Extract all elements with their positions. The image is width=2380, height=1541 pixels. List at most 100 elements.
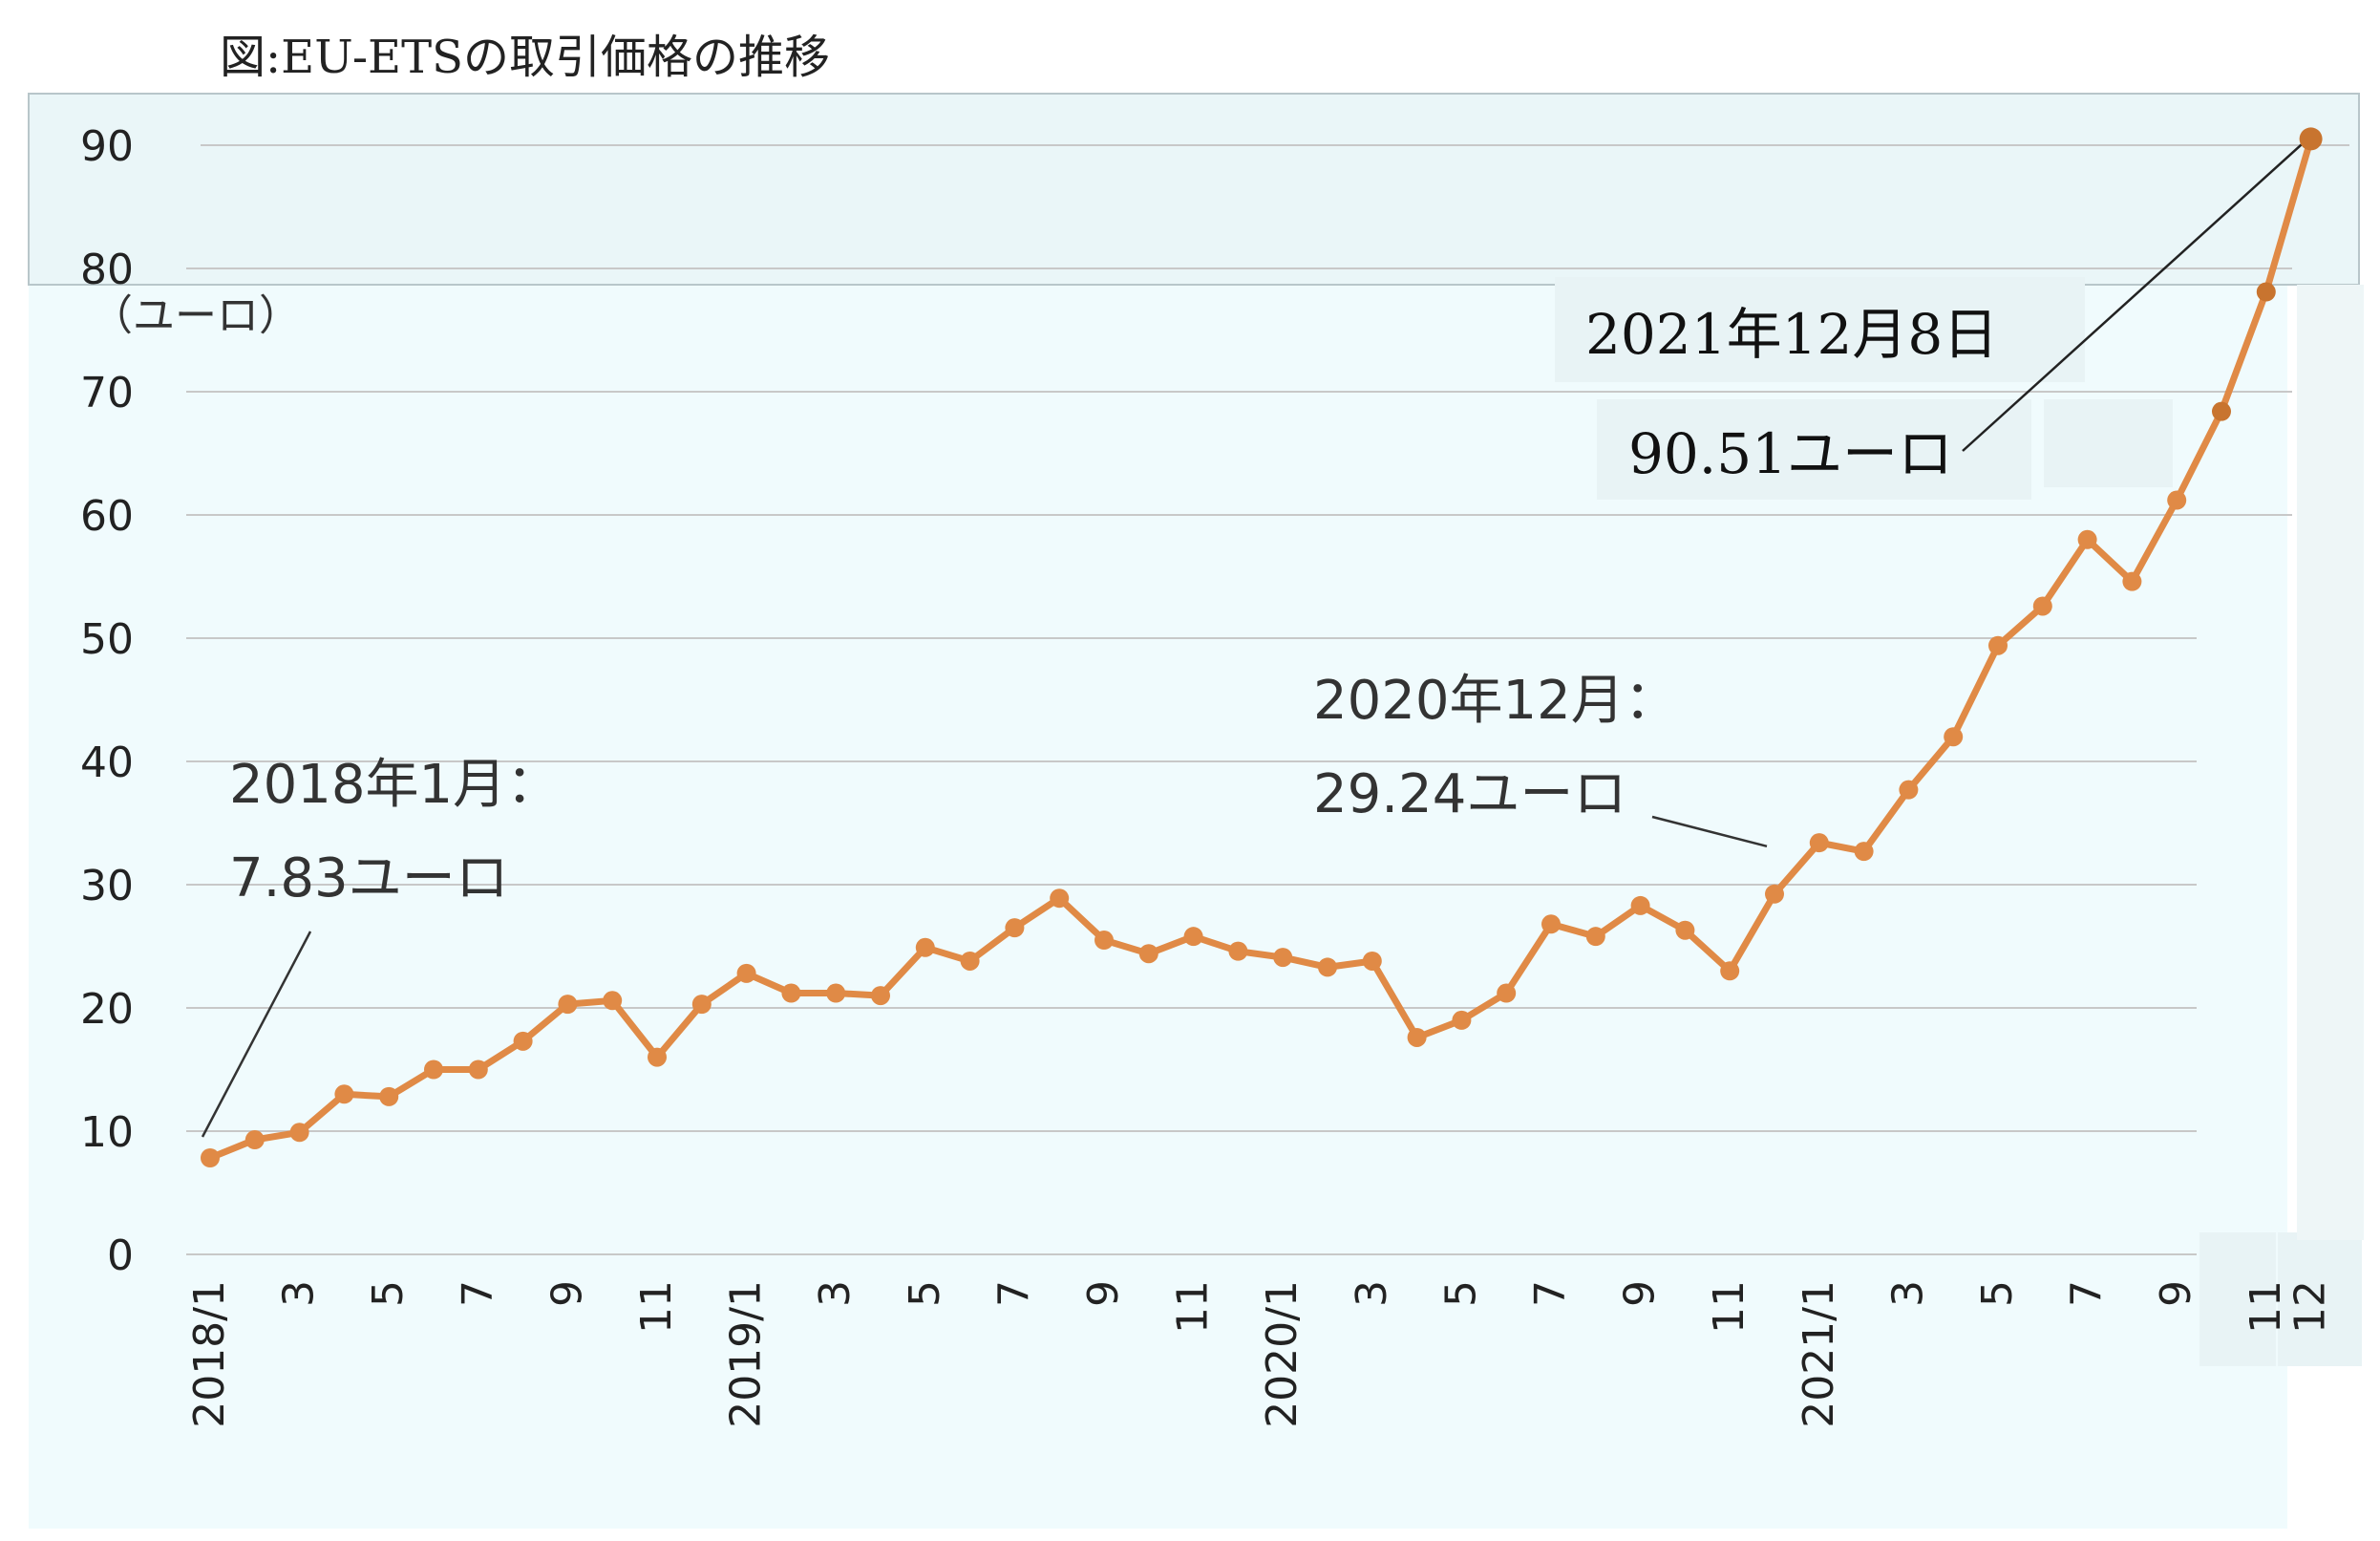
point-2021-4 <box>1944 727 1964 747</box>
right-strip <box>2297 285 2364 1240</box>
x-tick-9: 9 <box>1079 1280 1128 1307</box>
point-2018-4 <box>334 1084 354 1104</box>
point-2021-7 <box>2077 529 2097 549</box>
point-2021-5 <box>1988 635 2008 655</box>
point-2019-12 <box>1228 941 1248 961</box>
y-tick-20: 20 <box>80 985 134 1034</box>
point-2020-12 <box>1765 884 1784 904</box>
annotation-2021-line1: 2021年12月8日 <box>1585 302 1998 367</box>
x-tick-5: 5 <box>1973 1280 2022 1307</box>
point-2018-6 <box>424 1059 443 1080</box>
point-2020-9 <box>1630 895 1650 915</box>
y-tick-labels: 0 10 20 30 40 50 60 70 80 90 <box>80 122 134 1280</box>
point-2019-9 <box>1094 931 1114 951</box>
point-2020-3 <box>1362 951 1382 971</box>
point-2021-11 <box>2256 282 2276 302</box>
leader-2020 <box>1651 815 1768 848</box>
point-2020-1 <box>1273 948 1293 968</box>
annotation-2018-line2: 7.83ユーロ <box>229 847 509 910</box>
xtick-box-11 <box>2199 1232 2276 1366</box>
y-tick-90: 90 <box>80 122 134 171</box>
x-tick-11: 11 <box>1169 1280 1218 1334</box>
xtick-box-12 <box>2278 1232 2362 1366</box>
x-tick-9: 9 <box>1616 1280 1665 1307</box>
label-box-date <box>1555 277 2085 382</box>
y-tick-70: 70 <box>80 369 134 417</box>
point-2018-8 <box>513 1031 533 1051</box>
x-tick-7: 7 <box>454 1280 502 1307</box>
x-tick-2020-1: 2020/1 <box>1258 1280 1307 1428</box>
point-2020-11 <box>1720 961 1740 981</box>
leader-2021 <box>1962 143 2303 452</box>
annotation-2021-line2: 90.51ユーロ <box>1628 421 1953 486</box>
point-2020-6 <box>1497 983 1517 1003</box>
y-tick-80: 80 <box>80 246 134 294</box>
x-tick-labels: 2018/1 3 5 7 9 11 2019/1 3 5 7 9 11 2020/1 3 5 7 9 11 2021… <box>185 1280 2335 1428</box>
point-2019-4 <box>871 986 890 1006</box>
y-tick-0: 0 <box>107 1231 134 1280</box>
point-2021-12 <box>2299 127 2323 151</box>
label-box-price <box>1597 399 2031 500</box>
x-tick-3: 3 <box>811 1280 860 1307</box>
price-points <box>201 127 2323 1167</box>
x-tick-11: 11 <box>2242 1280 2290 1334</box>
x-tick-2018-1: 2018/1 <box>185 1280 234 1428</box>
point-2018-9 <box>558 995 578 1015</box>
point-2021-1 <box>1809 833 1829 853</box>
x-tick-2021-1: 2021/1 <box>1795 1280 1843 1428</box>
point-2021-2 <box>1854 842 1874 862</box>
annotation-2018-line1: 2018年1月： <box>229 754 560 816</box>
point-2018-10 <box>603 991 623 1011</box>
chart-title: 図:EU-ETSの取引価格の推移 <box>220 31 830 84</box>
x-tick-5: 5 <box>364 1280 413 1307</box>
point-2018-1 <box>201 1147 220 1167</box>
price-line <box>206 135 2315 1162</box>
point-2019-11 <box>1183 927 1203 947</box>
point-2021-8 <box>2122 571 2142 591</box>
point-2019-1 <box>736 963 756 983</box>
x-tick-2019-1: 2019/1 <box>722 1280 771 1428</box>
annotation-2020-line1: 2020年12月： <box>1313 670 1678 732</box>
x-tick-9: 9 <box>542 1280 591 1307</box>
point-2018-5 <box>379 1086 399 1106</box>
y-axis-label: （ユーロ） <box>91 291 301 340</box>
point-2019-7 <box>1005 918 1025 938</box>
point-2021-9 <box>2167 490 2187 510</box>
x-tick-11: 11 <box>1705 1280 1753 1334</box>
top-panel <box>28 93 2360 286</box>
annotations: 2018年1月： 7.83ユーロ 2020年12月： 29.24ユーロ 2021年12月… <box>229 302 1998 910</box>
y-tick-30: 30 <box>80 862 134 910</box>
y-tick-10: 10 <box>80 1108 134 1157</box>
x-tick-12: 12 <box>2286 1280 2335 1334</box>
point-2021-10 <box>2212 401 2231 421</box>
annotation-2020-line2: 29.24ユーロ <box>1313 763 1626 825</box>
point-2019-2 <box>781 983 801 1003</box>
point-2020-4 <box>1407 1027 1427 1047</box>
x-tick-5: 5 <box>901 1280 949 1307</box>
point-2018-2 <box>244 1130 265 1150</box>
x-tick-7: 7 <box>989 1280 1038 1307</box>
point-2021-6 <box>2032 596 2052 616</box>
point-2020-5 <box>1452 1010 1472 1030</box>
y-tick-50: 50 <box>80 615 134 664</box>
annotation-leaders <box>201 143 2303 1138</box>
point-2020-2 <box>1318 957 1337 977</box>
point-2018-11 <box>648 1047 667 1067</box>
point-2020-7 <box>1541 914 1561 934</box>
y-tick-60: 60 <box>80 492 134 541</box>
x-tick-11: 11 <box>632 1280 681 1334</box>
point-2019-5 <box>915 937 935 957</box>
point-2018-7 <box>468 1059 488 1080</box>
point-2018-3 <box>289 1123 309 1143</box>
x-tick-5: 5 <box>1436 1280 1485 1307</box>
point-2019-10 <box>1138 944 1158 964</box>
point-2019-3 <box>826 983 846 1003</box>
point-2019-8 <box>1050 888 1070 909</box>
point-2020-8 <box>1585 927 1605 947</box>
x-tick-3: 3 <box>1348 1280 1396 1307</box>
x-tick-7: 7 <box>2063 1280 2112 1307</box>
point-2021-3 <box>1899 780 1919 800</box>
leader-2018 <box>201 931 312 1138</box>
point-2019-6 <box>960 951 980 971</box>
